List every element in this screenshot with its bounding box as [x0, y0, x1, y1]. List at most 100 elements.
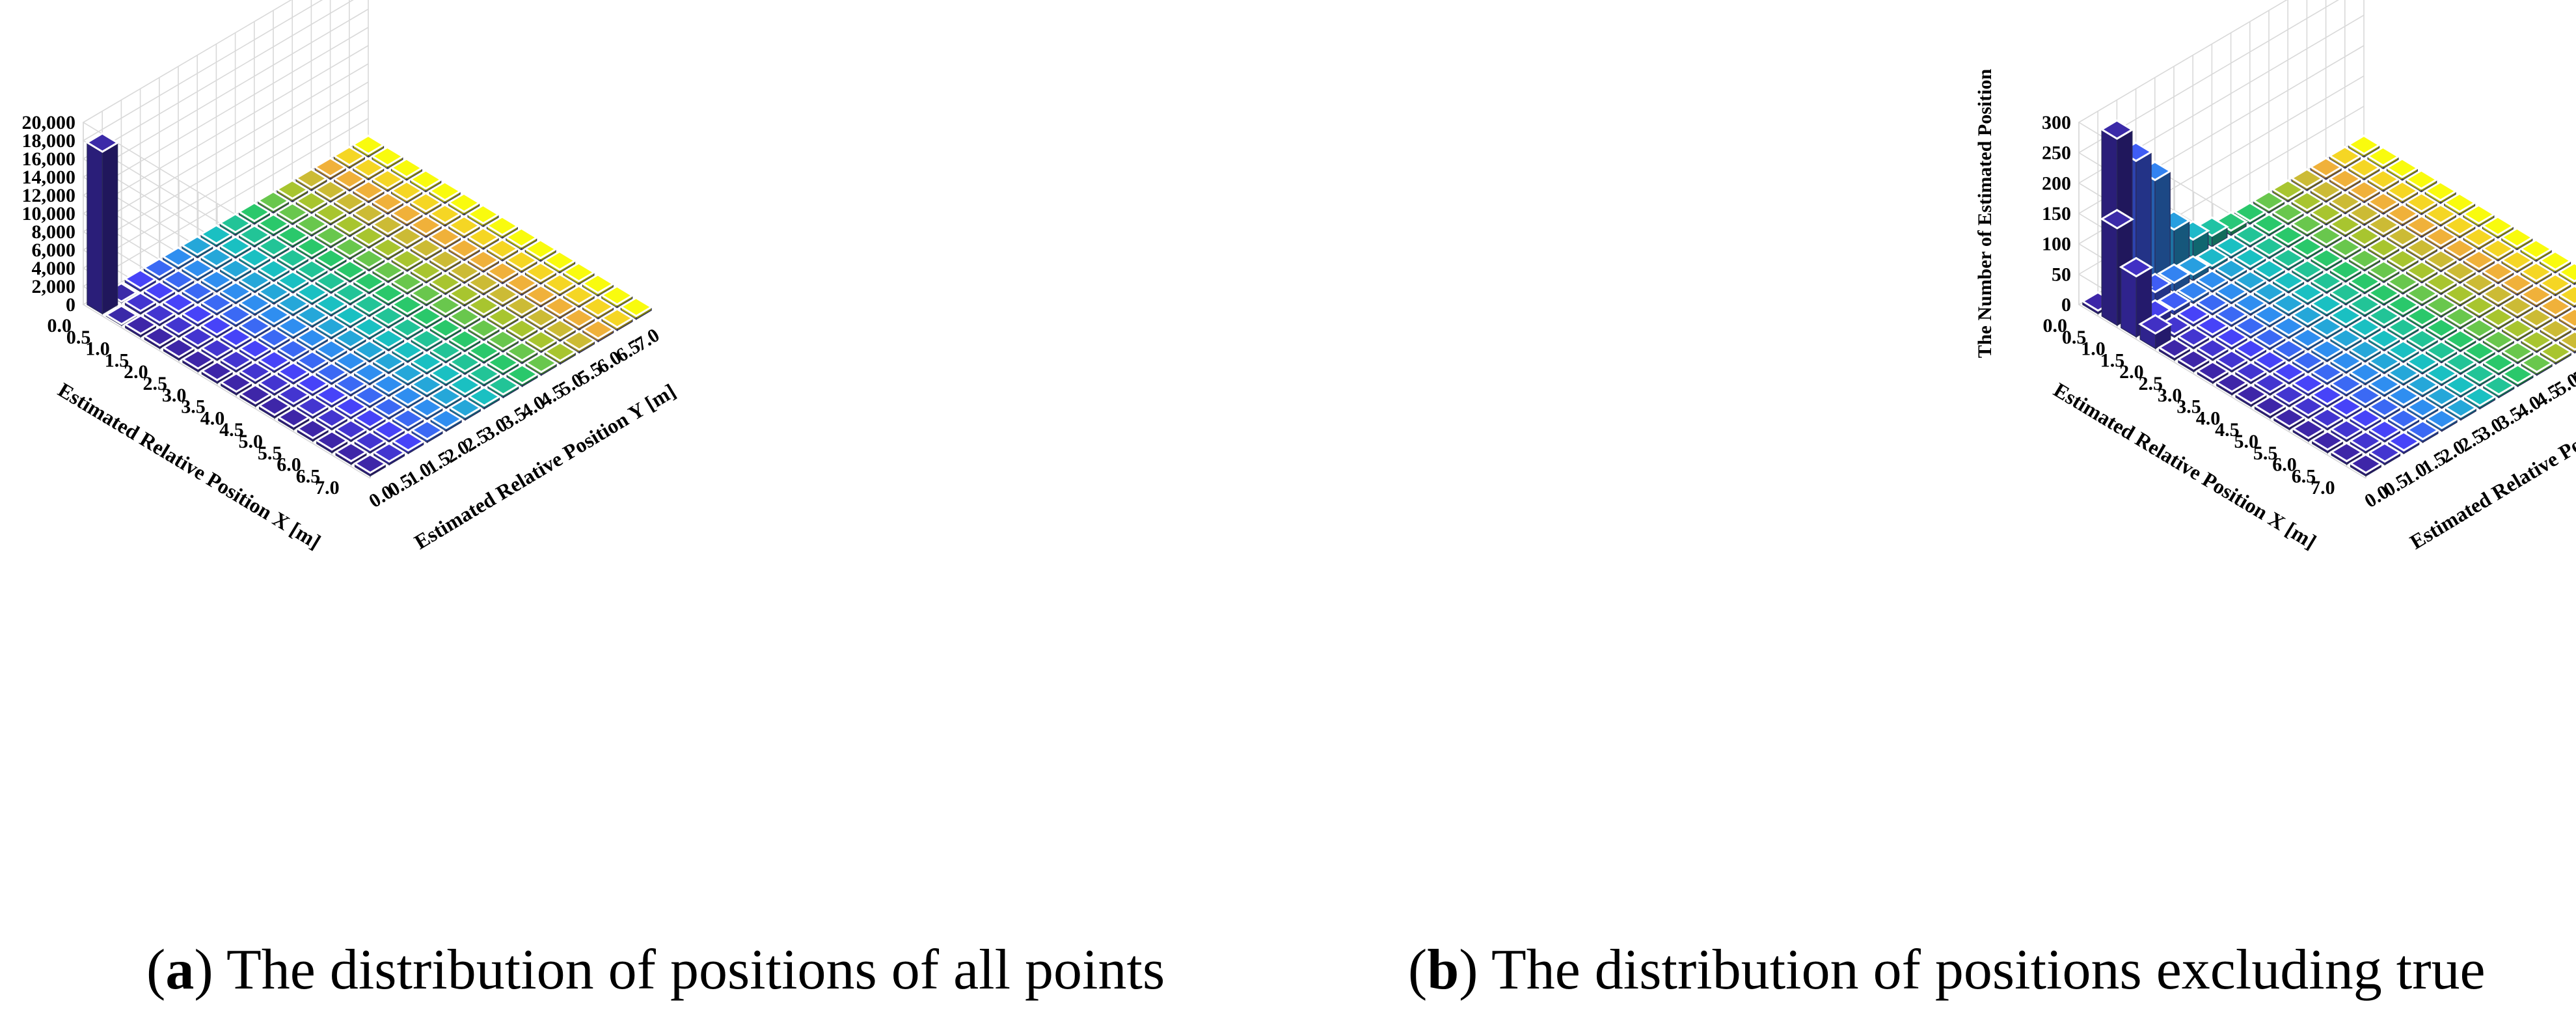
bar-cell — [2329, 373, 2364, 397]
bar-cell — [427, 180, 463, 204]
bar-cell — [2271, 361, 2307, 385]
bar-cell — [580, 296, 616, 320]
bar-cell — [237, 201, 272, 225]
bar-cell — [448, 351, 482, 375]
bar-cell — [524, 352, 559, 376]
bar-cell — [256, 258, 291, 282]
floor-tiles — [2080, 119, 2576, 477]
bar-cell — [2501, 364, 2535, 387]
bar-cell — [314, 271, 349, 294]
bar-cell — [2405, 329, 2440, 352]
bar-cell — [466, 204, 500, 228]
x-tick-labels: 0.00.51.01.52.02.53.03.54.04.55.05.56.06… — [47, 315, 340, 498]
bar-cell — [2538, 273, 2573, 297]
bar-cell — [2480, 238, 2515, 262]
bar-cell — [2366, 305, 2402, 329]
bar-cell — [180, 303, 215, 327]
bar-cell — [372, 419, 407, 443]
bar-cell — [352, 362, 387, 386]
bar-cell — [409, 306, 444, 329]
bar-cell — [2500, 295, 2535, 319]
bar-cell — [352, 293, 386, 318]
bar-cell — [2328, 236, 2363, 260]
bar-cell — [428, 271, 463, 295]
x-tick-label: 3.5 — [181, 396, 206, 418]
bar-cell — [2252, 281, 2287, 305]
bar-cell — [2424, 340, 2459, 364]
bar-cell — [370, 214, 405, 238]
y-tick-label: 5.5 — [2569, 358, 2576, 389]
x-tick-label: 4.5 — [219, 419, 244, 441]
bar-cell — [428, 294, 463, 318]
bar-cell — [2406, 420, 2440, 443]
z-tick-labels: 02,0004,0006,0008,00010,00012,00014,0001… — [22, 112, 76, 316]
bar-cell — [372, 374, 406, 398]
bar-cell — [2404, 169, 2439, 193]
bar-cell — [161, 314, 197, 338]
bar-cell — [2386, 362, 2421, 387]
bar-cell — [466, 295, 501, 319]
bar-cell — [2538, 250, 2573, 274]
floor-tiles — [85, 132, 654, 477]
bar-cell — [2253, 372, 2288, 396]
bar-cell — [427, 203, 463, 227]
bar-cell — [408, 169, 443, 193]
bar-cell — [2461, 249, 2497, 273]
x-tick-label: 1.0 — [85, 338, 110, 360]
bar-cell — [390, 294, 425, 318]
bar-cell — [2176, 349, 2211, 373]
bar-cell — [409, 283, 444, 307]
bar-cell — [2367, 419, 2402, 443]
bar-cell — [410, 420, 444, 443]
bar-cell — [314, 385, 349, 408]
bar-cell — [332, 191, 367, 215]
bar-cell — [504, 273, 539, 296]
bar-cell — [2443, 260, 2478, 284]
x-tick-label: 6.5 — [296, 465, 321, 487]
bar-cell — [2386, 408, 2421, 432]
bar-cell — [371, 351, 406, 375]
bar-cell — [2329, 418, 2364, 443]
bar-cell — [275, 225, 310, 249]
bar-cell — [142, 303, 177, 327]
caption-a-text: The distribution of positions of all poi… — [226, 938, 1165, 1002]
bar-cell — [2309, 248, 2344, 271]
bar-cell — [314, 362, 349, 385]
bar-cell — [2538, 341, 2573, 365]
bar-cell — [2404, 238, 2439, 261]
bar-cell — [2386, 385, 2421, 409]
bar-cell — [485, 307, 521, 331]
bar-cell — [2405, 374, 2440, 398]
bar-cell — [448, 374, 483, 398]
x-tick-label: 2.5 — [2139, 373, 2163, 394]
bar-cell — [2424, 385, 2459, 409]
bar-cell — [371, 305, 406, 329]
bar-cell — [295, 327, 330, 351]
bar-cell — [180, 235, 215, 259]
bar-cell — [2404, 192, 2439, 215]
bar-cell — [372, 396, 407, 420]
bar-cell — [2271, 338, 2307, 362]
bar-cell — [2480, 261, 2515, 285]
bar-cell — [2290, 373, 2325, 397]
bar-cell — [2348, 453, 2383, 477]
bar-cell — [542, 273, 577, 297]
x-tick-label: 4.0 — [200, 407, 225, 429]
bar-cell — [2347, 225, 2382, 249]
bar-cell — [600, 308, 634, 331]
bar-cell — [427, 249, 463, 273]
z-tick-label: 0 — [2061, 294, 2071, 316]
bar-cell — [332, 168, 367, 192]
bar-cell — [161, 292, 196, 316]
bar-cell — [2500, 341, 2535, 364]
bar-cell — [504, 341, 539, 364]
bar-cell — [2291, 418, 2326, 443]
bar-cell — [180, 326, 215, 350]
bar-cell — [2461, 272, 2497, 296]
bar-cell — [257, 395, 292, 419]
x-tick-labels: 0.00.51.01.52.02.53.03.54.04.55.05.56.06… — [2043, 315, 2335, 498]
bar-cell — [2309, 157, 2344, 180]
bar-cell — [504, 295, 539, 319]
bar-cell — [2327, 145, 2363, 169]
bar-cell — [333, 373, 368, 397]
